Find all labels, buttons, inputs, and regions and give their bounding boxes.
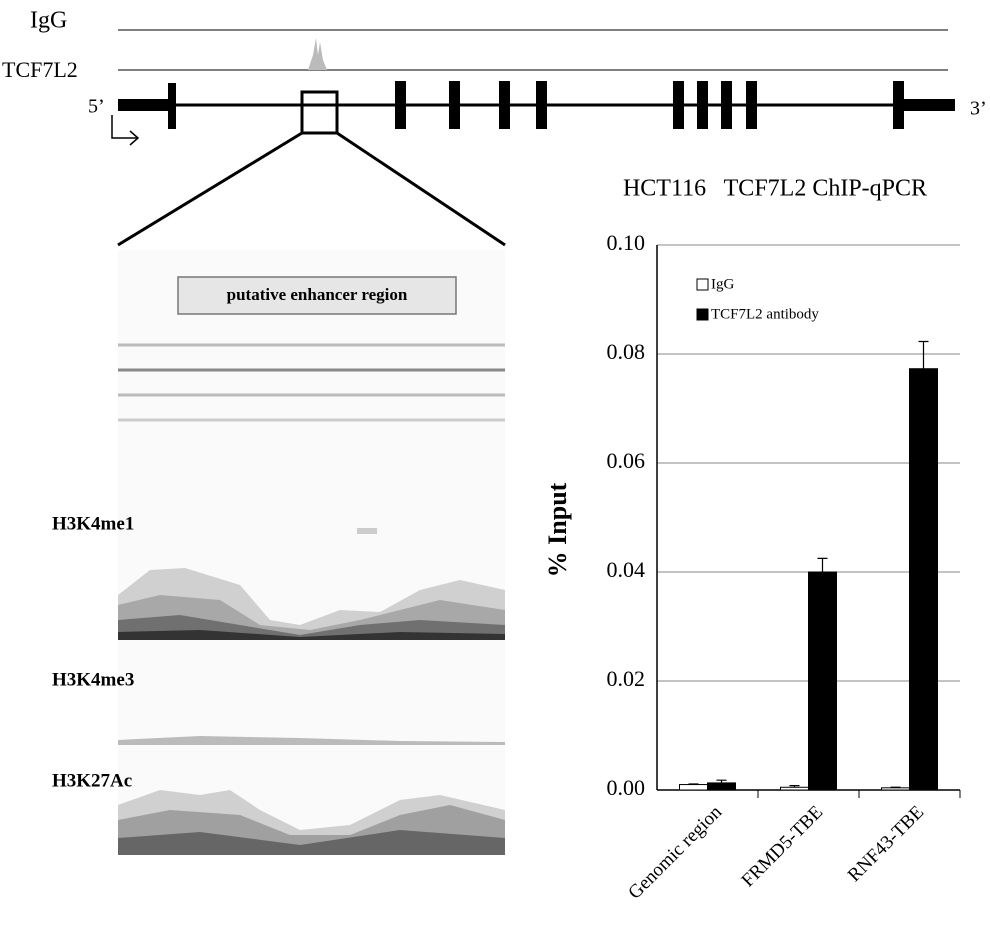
bar [809, 572, 837, 790]
tss-arrow [112, 115, 138, 145]
figure: IgG TCF7L2 5’ 3’ putative enhancer regio… [0, 0, 990, 924]
tcf-peak [308, 38, 327, 70]
bar [680, 785, 708, 790]
y-tick-label: 0.02 [607, 666, 646, 691]
y-tick-label: 0.06 [607, 448, 646, 473]
track-label: H3K27Ac [52, 770, 132, 791]
y-tick-label: 0.00 [607, 775, 646, 800]
igg-track-label: IgG [30, 8, 67, 34]
error-bar [689, 784, 699, 785]
legend-swatch [697, 309, 708, 320]
y-tick-label: 0.10 [607, 230, 646, 255]
browser-panel [118, 250, 505, 855]
chart-title: HCT116 TCF7L2 ChIP-qPCR [623, 176, 927, 202]
utr [118, 99, 170, 111]
legend-label: IgG [711, 276, 734, 292]
page: IgG TCF7L2 5’ 3’ putative enhancer regio… [0, 0, 990, 929]
bar [708, 783, 736, 790]
legend-label: TCF7L2 antibody [711, 306, 819, 322]
three-prime: 3’ [970, 98, 987, 120]
error-bar [919, 341, 929, 368]
bar [781, 787, 809, 790]
track-label: H3K4me3 [52, 669, 134, 690]
bar [882, 788, 910, 790]
x-tick-label: RNF43-TBE [844, 802, 928, 886]
zoom-line [337, 133, 505, 245]
y-tick-label: 0.04 [607, 557, 646, 582]
track-label: H3K4me1 [52, 513, 134, 534]
enhancer-box [302, 92, 337, 133]
x-tick-label: Genomic region [624, 801, 726, 903]
zoom-line [118, 133, 302, 245]
error-bar [891, 787, 901, 788]
legend-swatch [697, 279, 708, 290]
tcf-track-label: TCF7L2 [2, 57, 78, 82]
y-tick-label: 0.08 [607, 339, 646, 364]
five-prime: 5’ [88, 96, 105, 118]
enhancer-label: putative enhancer region [227, 285, 408, 304]
x-tick-label: FRMD5-TBE [738, 802, 828, 892]
bar [910, 369, 938, 790]
utr [900, 99, 955, 111]
error-bar [818, 558, 828, 572]
y-axis-label: % Input [543, 482, 572, 577]
